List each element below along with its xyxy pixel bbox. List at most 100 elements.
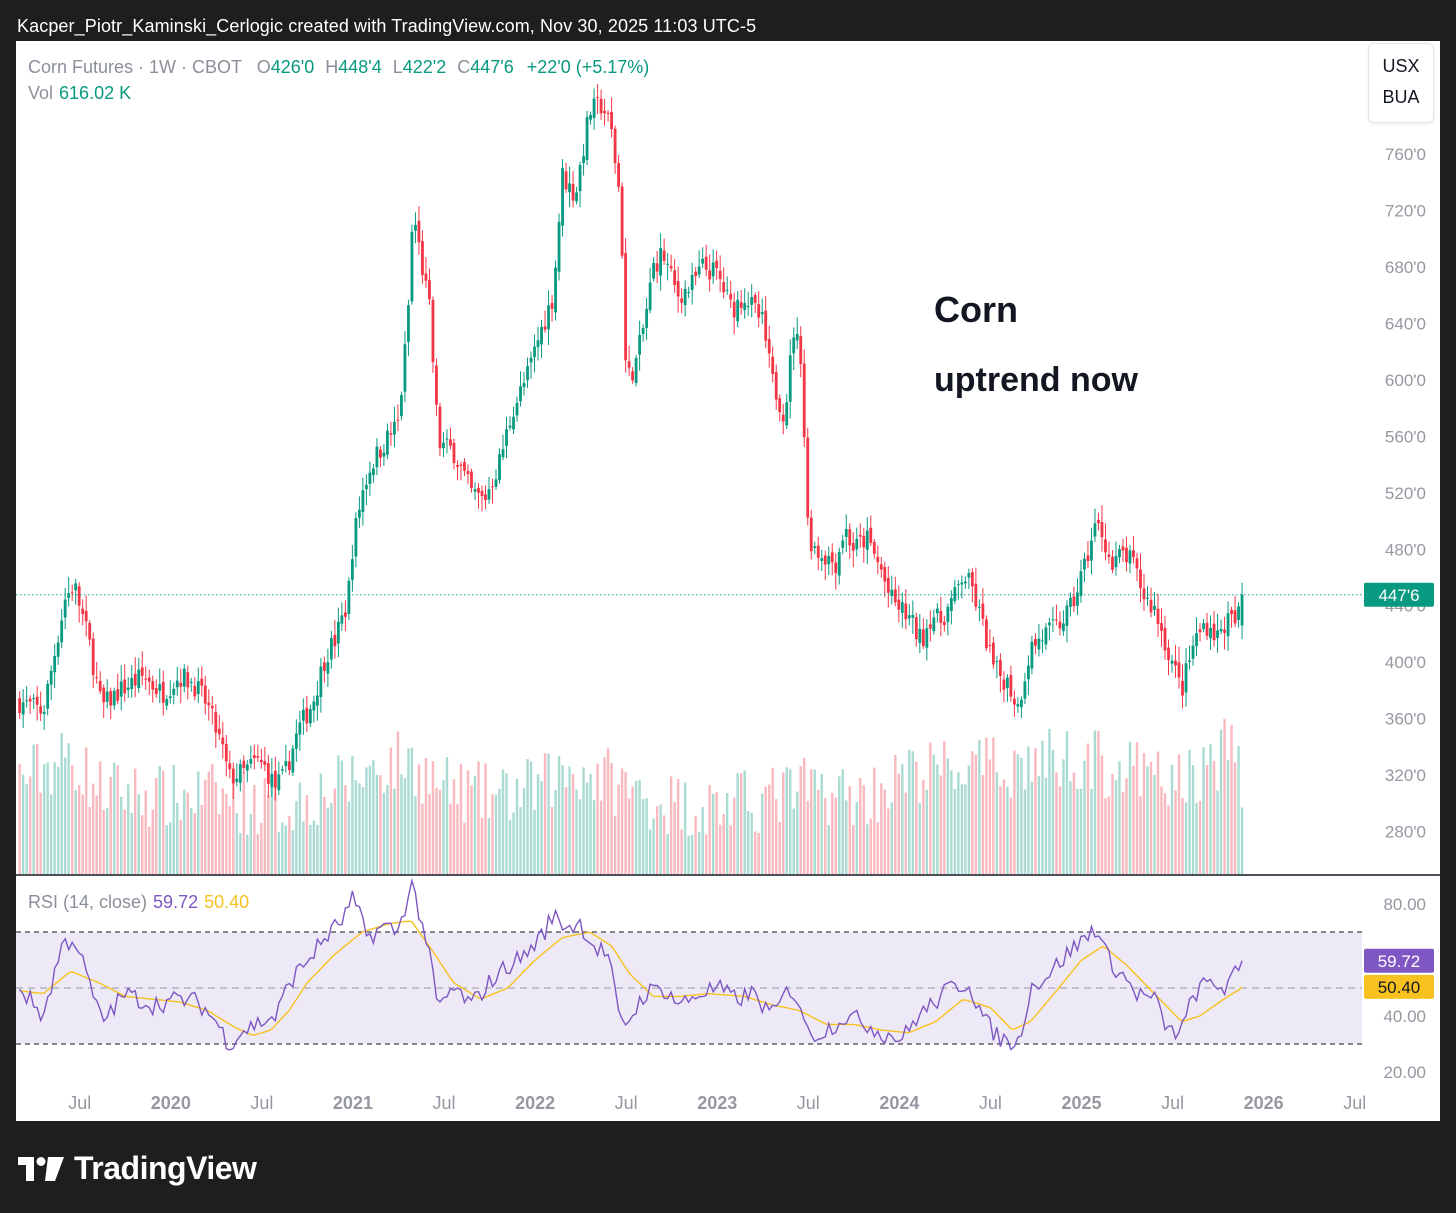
- volume-bar: [70, 765, 74, 874]
- volume-bar: [414, 796, 417, 874]
- candle-body: [778, 398, 782, 413]
- candle-body: [554, 267, 557, 313]
- volume-bar: [999, 786, 1002, 874]
- volume-bar: [701, 807, 704, 874]
- chart-panel[interactable]: 800'0760'0720'0680'0640'0600'0560'0520'0…: [16, 41, 1440, 1121]
- volume-bar: [508, 820, 512, 874]
- volume-bar: [1135, 742, 1139, 874]
- volume-bar: [1055, 772, 1058, 874]
- candle-body: [631, 371, 635, 381]
- candle-body: [421, 241, 424, 275]
- annotation-title[interactable]: Corn: [934, 289, 1018, 330]
- volume-bar: [410, 747, 414, 874]
- candle-body: [109, 691, 113, 706]
- volume-bar: [554, 790, 557, 874]
- candle-body: [1104, 539, 1107, 553]
- candle-body: [529, 357, 533, 363]
- candle-body: [200, 678, 204, 686]
- candle-body: [403, 344, 407, 392]
- candle-body: [886, 577, 890, 593]
- volume-bar: [708, 785, 711, 874]
- volume-bar: [382, 792, 386, 874]
- volume-bar: [533, 809, 536, 874]
- time-axis-label: 2022: [515, 1093, 555, 1113]
- candle-body: [1188, 660, 1191, 662]
- volume-bar: [936, 764, 939, 874]
- volume-bar: [1216, 790, 1219, 874]
- candle-body: [561, 168, 564, 226]
- volume-bar: [120, 796, 123, 874]
- candle-body: [361, 490, 365, 512]
- volume-bar: [197, 771, 200, 874]
- close-label: C: [457, 57, 471, 77]
- candle-body: [140, 667, 144, 676]
- chart-canvas[interactable]: 800'0760'0720'0680'0640'0600'0560'0520'0…: [16, 41, 1440, 1121]
- candle-body: [382, 452, 386, 457]
- volume-bar: [1076, 788, 1079, 874]
- candle-body: [375, 446, 379, 468]
- volume-bar: [1132, 765, 1135, 874]
- candle-body: [203, 685, 207, 704]
- volume-bar: [855, 802, 858, 874]
- unit-label[interactable]: BUA: [1382, 87, 1420, 107]
- volume-bar: [84, 747, 88, 874]
- candle-body: [837, 551, 841, 576]
- candle-body: [1051, 619, 1055, 621]
- candle-body: [249, 758, 253, 764]
- volume-bar: [35, 744, 39, 874]
- volume-bar: [736, 773, 739, 874]
- candle-body: [1240, 594, 1244, 626]
- candle-body: [767, 339, 771, 354]
- candle-body: [1142, 588, 1146, 600]
- candle-body: [193, 685, 197, 697]
- volume-bar: [1048, 728, 1051, 874]
- currency-unit-selector[interactable]: USX BUA: [1368, 43, 1434, 123]
- volume-bar: [729, 825, 732, 874]
- rsi-line: [19, 877, 1243, 1051]
- candle-body: [494, 479, 498, 487]
- volume-bar: [347, 801, 351, 874]
- candle-body: [277, 774, 281, 791]
- candle-body: [368, 472, 372, 485]
- volume-bar: [417, 764, 421, 874]
- volume-bar: [754, 831, 757, 874]
- candle-body: [613, 128, 617, 164]
- candle-body: [764, 310, 768, 341]
- candle-body: [98, 680, 102, 692]
- candle-body: [1125, 547, 1128, 563]
- candle-body: [802, 363, 806, 438]
- volume-bar: [337, 755, 340, 874]
- candle-body: [715, 260, 719, 269]
- currency-label[interactable]: USX: [1382, 56, 1420, 76]
- volume-bar: [761, 793, 764, 874]
- volume-bar: [1188, 749, 1191, 874]
- time-axis-label: 2020: [151, 1093, 191, 1113]
- candle-body: [1160, 623, 1163, 631]
- high-label: H: [325, 57, 339, 77]
- candle-body: [981, 603, 985, 619]
- candle-body: [112, 690, 116, 706]
- tradingview-brand[interactable]: TradingView: [18, 1150, 257, 1187]
- symbol-label[interactable]: Corn Futures · 1W · CBOT: [28, 57, 242, 77]
- volume-bar: [1160, 786, 1163, 874]
- volume-bar: [379, 775, 382, 874]
- volume-bar: [309, 824, 312, 874]
- volume-bar: [288, 816, 291, 874]
- candle-body: [1163, 628, 1167, 651]
- volume-bar: [130, 812, 133, 874]
- candle-body: [711, 262, 715, 277]
- volume-bar: [95, 795, 98, 874]
- candle-body: [291, 748, 295, 773]
- candle-body: [963, 581, 967, 584]
- annotation-subtitle[interactable]: uptrend now: [934, 361, 1138, 399]
- volume-bar: [421, 803, 424, 874]
- volume-bar: [715, 792, 718, 874]
- rsi-label[interactable]: RSI (14, close): [28, 892, 148, 912]
- volume-bar: [974, 754, 978, 874]
- volume-bar: [1125, 778, 1128, 874]
- volume-bar: [568, 766, 571, 874]
- volume-bar: [901, 764, 904, 874]
- candle-body: [84, 610, 88, 622]
- price-axis-label: 600'0: [1385, 371, 1426, 390]
- volume-bar: [862, 785, 865, 874]
